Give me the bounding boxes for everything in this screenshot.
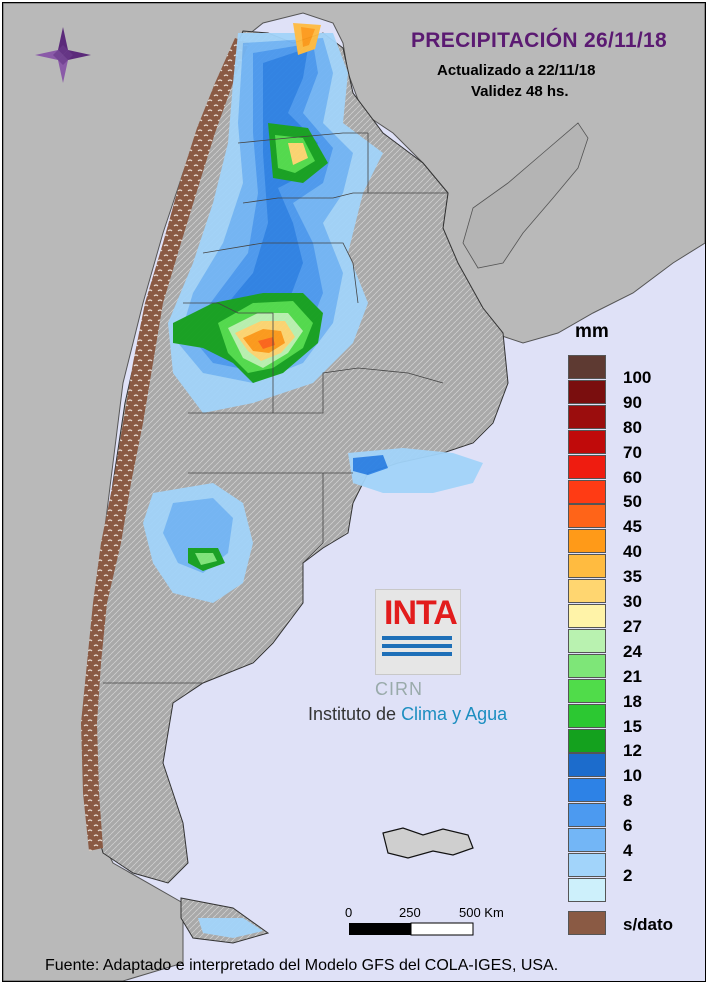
institute-highlight: Clima y Agua bbox=[401, 704, 508, 724]
legend-label: 40 bbox=[623, 542, 642, 562]
legend-swatch bbox=[568, 703, 606, 728]
legend-swatch bbox=[568, 404, 606, 429]
legend-swatch bbox=[568, 678, 606, 703]
legend-swatch bbox=[568, 778, 606, 803]
scale-tick: 0 bbox=[345, 905, 353, 920]
updated-date: Actualizado a 22/11/18 bbox=[437, 62, 596, 79]
inta-wordmark: INTA bbox=[384, 594, 458, 632]
legend-label: 12 bbox=[623, 741, 642, 761]
legend-label: 30 bbox=[623, 592, 642, 611]
legend-swatch bbox=[568, 379, 606, 404]
legend-label: 2 bbox=[623, 865, 633, 885]
legend-swatch bbox=[568, 877, 606, 902]
legend-label: 90 bbox=[623, 392, 642, 412]
map-title: PRECIPITACIÓN 26/11/18 bbox=[411, 29, 667, 52]
source-footer: Fuente: Adaptado e interpretado del Mode… bbox=[45, 957, 559, 974]
legend-swatch bbox=[568, 753, 606, 778]
scale-bar bbox=[349, 922, 474, 936]
legend-label: 15 bbox=[623, 716, 642, 736]
no-data-label: s/dato bbox=[623, 915, 674, 934]
cirn-label: CIRN bbox=[375, 679, 423, 699]
logo-stripe bbox=[382, 652, 452, 656]
institute-prefix: Instituto de bbox=[308, 704, 402, 724]
legend-label: 4 bbox=[623, 841, 633, 860]
no-data-swatch bbox=[568, 911, 606, 935]
legend-swatch bbox=[568, 579, 606, 604]
legend-label: 10 bbox=[623, 766, 642, 786]
legend-label: 80 bbox=[623, 417, 642, 437]
legend-swatch bbox=[568, 504, 606, 529]
precipitation-map bbox=[3, 3, 705, 981]
legend-swatch bbox=[568, 828, 606, 853]
legend-swatch bbox=[568, 653, 606, 678]
legend-label: 18 bbox=[623, 691, 642, 711]
province-borders bbox=[103, 132, 448, 684]
legend-swatch bbox=[568, 853, 606, 877]
legend-swatch bbox=[568, 529, 606, 554]
legend-label: 24 bbox=[623, 641, 642, 661]
legend-label: 35 bbox=[623, 567, 642, 587]
no-data-strip bbox=[81, 38, 249, 851]
precip-layer bbox=[143, 23, 483, 938]
legend-label: 70 bbox=[623, 442, 642, 462]
legend-swatch bbox=[568, 803, 606, 828]
scale-tick: 250 bbox=[399, 905, 421, 920]
legend-label: 8 bbox=[623, 791, 633, 811]
legend-swatch bbox=[568, 355, 606, 379]
logo-stripe bbox=[382, 636, 452, 640]
legend-swatch bbox=[568, 479, 606, 504]
legend-swatch bbox=[568, 628, 606, 653]
logo-stripe bbox=[382, 644, 452, 648]
scale-tick: 500 Km bbox=[459, 905, 504, 920]
validity-text: Validez 48 hs. bbox=[471, 83, 569, 100]
compass-rose-icon bbox=[35, 27, 91, 83]
legend-swatch bbox=[568, 454, 606, 479]
inta-logo: INTA bbox=[375, 589, 461, 675]
uruguay-land bbox=[462, 122, 589, 269]
legend-label: 21 bbox=[623, 666, 642, 686]
institute-name: Instituto de Clima y Agua bbox=[308, 704, 507, 725]
legend-swatch bbox=[568, 554, 606, 579]
legend-label: 100 bbox=[623, 367, 652, 387]
legend-label: 6 bbox=[623, 816, 633, 836]
legend-unit: mm bbox=[575, 321, 609, 342]
legend-label: 50 bbox=[623, 492, 642, 512]
malvinas-islands bbox=[382, 827, 474, 859]
legend-swatch bbox=[568, 604, 606, 628]
legend-label: 27 bbox=[623, 616, 642, 636]
legend-swatch bbox=[568, 429, 606, 454]
legend-swatch bbox=[568, 728, 606, 753]
legend-label: 45 bbox=[623, 517, 642, 537]
legend-label: 60 bbox=[623, 467, 642, 487]
